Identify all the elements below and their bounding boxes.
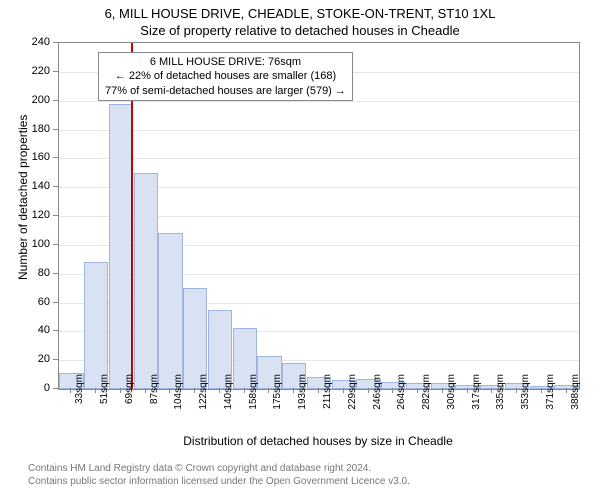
y-tick bbox=[53, 186, 58, 187]
y-tick-label: 120 bbox=[24, 209, 50, 221]
x-tick bbox=[566, 388, 567, 393]
histogram-bar bbox=[84, 262, 108, 389]
x-tick bbox=[194, 388, 195, 393]
x-tick-label: 33sqm bbox=[74, 374, 85, 418]
y-tick-label: 0 bbox=[24, 382, 50, 394]
y-tick bbox=[53, 273, 58, 274]
x-tick-label: 211sqm bbox=[322, 374, 333, 418]
x-tick bbox=[70, 388, 71, 393]
x-tick-label: 87sqm bbox=[149, 374, 160, 418]
x-tick bbox=[541, 388, 542, 393]
x-tick bbox=[95, 388, 96, 393]
y-tick bbox=[53, 157, 58, 158]
y-tick-label: 20 bbox=[24, 353, 50, 365]
y-tick-label: 180 bbox=[24, 123, 50, 135]
y-tick bbox=[53, 100, 58, 101]
x-tick-label: 335sqm bbox=[495, 374, 506, 418]
x-tick bbox=[120, 388, 121, 393]
x-tick bbox=[417, 388, 418, 393]
x-tick bbox=[244, 388, 245, 393]
y-tick-label: 240 bbox=[24, 36, 50, 48]
attribution-text: Contains HM Land Registry data © Crown c… bbox=[28, 462, 410, 488]
y-tick bbox=[53, 244, 58, 245]
x-tick-label: 140sqm bbox=[223, 374, 234, 418]
y-tick-label: 80 bbox=[24, 267, 50, 279]
x-tick bbox=[467, 388, 468, 393]
y-tick bbox=[53, 388, 58, 389]
x-tick-label: 229sqm bbox=[347, 374, 358, 418]
x-tick-label: 388sqm bbox=[570, 374, 581, 418]
x-tick-label: 193sqm bbox=[297, 374, 308, 418]
x-axis-title: Distribution of detached houses by size … bbox=[58, 434, 578, 448]
page-title-line1: 6, MILL HOUSE DRIVE, CHEADLE, STOKE-ON-T… bbox=[0, 0, 600, 21]
attribution-line2: Contains public sector information licen… bbox=[28, 475, 410, 488]
x-tick bbox=[491, 388, 492, 393]
x-tick-label: 371sqm bbox=[545, 374, 556, 418]
y-tick-label: 160 bbox=[24, 151, 50, 163]
x-tick bbox=[293, 388, 294, 393]
gridline bbox=[59, 158, 579, 159]
y-tick bbox=[53, 71, 58, 72]
x-tick bbox=[268, 388, 269, 393]
y-tick bbox=[53, 302, 58, 303]
y-tick bbox=[53, 215, 58, 216]
annotation-line1: 6 MILL HOUSE DRIVE: 76sqm bbox=[105, 55, 346, 69]
y-tick bbox=[53, 359, 58, 360]
x-tick bbox=[219, 388, 220, 393]
y-tick bbox=[53, 42, 58, 43]
histogram-bar bbox=[109, 104, 133, 389]
x-tick-label: 122sqm bbox=[198, 374, 209, 418]
x-tick bbox=[318, 388, 319, 393]
x-tick-label: 51sqm bbox=[99, 374, 110, 418]
histogram-bar bbox=[134, 173, 158, 389]
x-tick-label: 282sqm bbox=[421, 374, 432, 418]
y-tick bbox=[53, 330, 58, 331]
x-tick-label: 69sqm bbox=[124, 374, 135, 418]
annotation-line2: ← 22% of detached houses are smaller (16… bbox=[105, 69, 346, 83]
y-tick-label: 200 bbox=[24, 94, 50, 106]
annotation-line3: 77% of semi-detached houses are larger (… bbox=[105, 84, 346, 98]
attribution-line1: Contains HM Land Registry data © Crown c… bbox=[28, 462, 410, 475]
x-tick bbox=[442, 388, 443, 393]
y-tick-label: 60 bbox=[24, 296, 50, 308]
x-tick-label: 300sqm bbox=[446, 374, 457, 418]
x-tick bbox=[516, 388, 517, 393]
y-tick-label: 220 bbox=[24, 65, 50, 77]
x-tick-label: 317sqm bbox=[471, 374, 482, 418]
x-tick-label: 353sqm bbox=[520, 374, 531, 418]
histogram-bar bbox=[158, 233, 182, 389]
x-tick-label: 264sqm bbox=[396, 374, 407, 418]
x-tick bbox=[343, 388, 344, 393]
page-title-line2: Size of property relative to detached ho… bbox=[0, 21, 600, 38]
y-tick-label: 40 bbox=[24, 324, 50, 336]
annotation-box: 6 MILL HOUSE DRIVE: 76sqm← 22% of detach… bbox=[98, 52, 353, 101]
x-tick-label: 175sqm bbox=[272, 374, 283, 418]
x-tick bbox=[392, 388, 393, 393]
x-tick-label: 246sqm bbox=[372, 374, 383, 418]
y-axis-title: Number of detached properties bbox=[16, 115, 30, 280]
x-tick bbox=[145, 388, 146, 393]
x-tick bbox=[368, 388, 369, 393]
y-tick-label: 140 bbox=[24, 180, 50, 192]
y-tick bbox=[53, 129, 58, 130]
x-tick-label: 158sqm bbox=[248, 374, 259, 418]
x-tick bbox=[169, 388, 170, 393]
gridline bbox=[59, 130, 579, 131]
y-tick-label: 100 bbox=[24, 238, 50, 250]
x-tick-label: 104sqm bbox=[173, 374, 184, 418]
